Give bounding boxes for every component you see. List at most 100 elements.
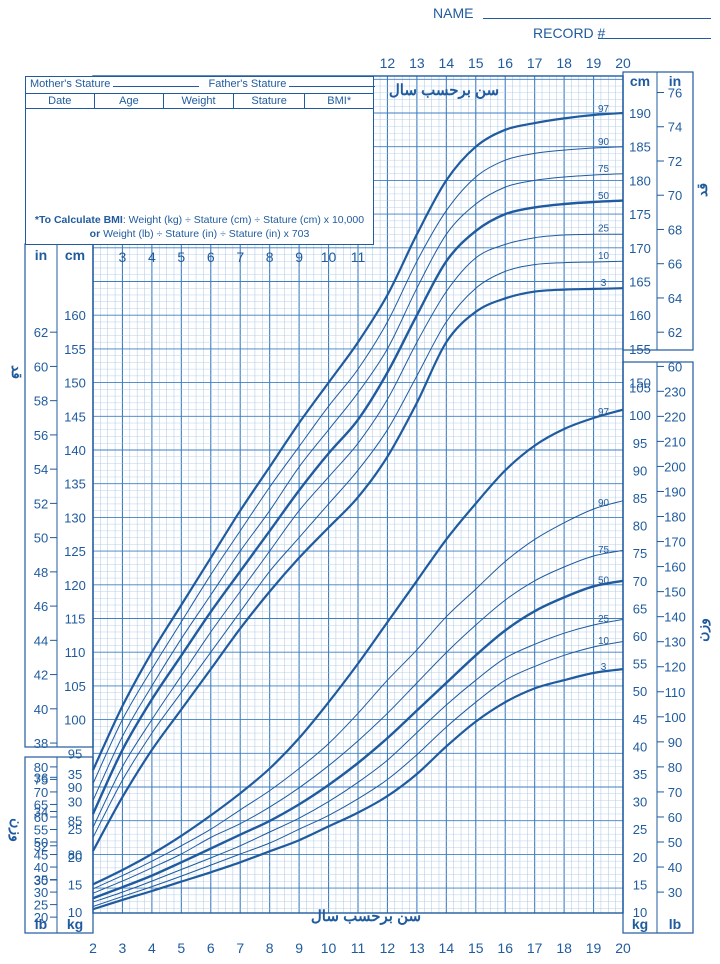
kg-tick-label-left: 10 — [68, 905, 82, 920]
x-tick-label-bottom: 4 — [148, 940, 156, 956]
stature-percentile-label: 97 — [598, 104, 610, 115]
x-tick-label-bottom: 8 — [266, 940, 274, 956]
in-tick-label-right: 64 — [668, 291, 682, 306]
cm-tick-label-left: 150 — [64, 376, 86, 391]
weight-side-label-left: وزن — [8, 818, 25, 842]
lb-tick-label-left: 70 — [34, 785, 48, 800]
cm-tick-label-right: 180 — [629, 173, 651, 188]
lb-tick-label-right: 200 — [664, 459, 686, 474]
col-weight: Weight — [164, 94, 234, 108]
stature-percentile-label: 75 — [598, 164, 610, 175]
in-tick-label-right: 68 — [668, 222, 682, 237]
lb-tick-label-left: 25 — [34, 898, 48, 913]
unit-kg-right: kg — [632, 916, 648, 932]
cm-tick-label-right: 190 — [629, 106, 651, 121]
kg-tick-label-right: 20 — [633, 850, 647, 865]
cm-tick-label-left: 135 — [64, 477, 86, 492]
weight-side-label-right: وزن — [694, 618, 711, 642]
father-stature-field[interactable] — [289, 86, 376, 87]
weight-curve-p25 — [92, 618, 624, 903]
age-title-top: سن برحسب سال — [389, 82, 499, 99]
kg-tick-label-left: 15 — [68, 877, 82, 892]
cm-tick-label-left: 100 — [64, 713, 86, 728]
kg-tick-label-right: 70 — [633, 574, 647, 589]
kg-tick-label-right: 100 — [629, 408, 651, 423]
stature-percentile-label: 3 — [601, 278, 607, 289]
kg-tick-label-right: 95 — [633, 436, 647, 451]
kg-tick-label-right: 45 — [633, 712, 647, 727]
x-tick-label-upper: 9 — [295, 249, 303, 265]
mother-stature-field[interactable] — [113, 86, 200, 87]
lb-tick-label-right: 90 — [668, 735, 682, 750]
kg-tick-label-right: 75 — [633, 546, 647, 561]
lb-tick-label-left: 75 — [34, 772, 48, 787]
father-stature-label: Father's Stature — [208, 78, 287, 90]
parents-stature-row: Mother's Stature Father's Stature — [30, 78, 376, 90]
kg-tick-label-right: 105 — [629, 381, 651, 396]
kg-tick-label-left: 30 — [68, 795, 82, 810]
lb-tick-label-left: 50 — [34, 835, 48, 850]
kg-tick-label-right: 55 — [633, 657, 647, 672]
in-tick-label-left: 60 — [34, 359, 48, 374]
x-tick-label-bottom: 12 — [380, 940, 396, 956]
weight-percentile-label: 3 — [601, 662, 607, 673]
cm-tick-label-left: 155 — [64, 342, 86, 357]
x-tick-label-upper: 11 — [351, 249, 366, 265]
stature-curve-p25 — [92, 233, 624, 828]
name-field[interactable] — [483, 18, 711, 19]
x-tick-label-top: 17 — [527, 55, 543, 71]
lb-tick-label-right: 170 — [664, 535, 686, 550]
x-tick-label-bottom: 14 — [439, 940, 455, 956]
x-tick-label-upper: 8 — [266, 249, 274, 265]
lb-tick-label-left: 55 — [34, 822, 48, 837]
lb-tick-label-left: 30 — [34, 885, 48, 900]
x-tick-label-bottom: 18 — [556, 940, 572, 956]
weight-percentile-label: 97 — [598, 407, 610, 418]
unit-cm-right: cm — [630, 73, 650, 89]
in-tick-label-right: 66 — [668, 257, 682, 272]
lb-tick-label-right: 80 — [668, 760, 682, 775]
cm-tick-label-right: 165 — [629, 275, 651, 290]
weight-percentile-label: 75 — [598, 545, 610, 556]
cm-tick-label-left: 115 — [65, 612, 86, 627]
lb-tick-label-right: 50 — [668, 835, 682, 850]
x-tick-label-upper: 5 — [177, 249, 185, 265]
cm-tick-label-right: 155 — [629, 342, 651, 357]
lb-tick-label-left: 20 — [34, 910, 48, 925]
in-tick-label-left: 46 — [34, 599, 48, 614]
lb-tick-label-left: 65 — [34, 797, 48, 812]
x-tick-label-top: 15 — [468, 55, 484, 71]
cm-tick-label-left: 125 — [64, 544, 86, 559]
col-date: Date — [26, 94, 95, 108]
x-tick-label-upper: 3 — [119, 249, 127, 265]
mother-stature-label: Mother's Stature — [30, 78, 111, 90]
lb-tick-label-right: 130 — [664, 635, 686, 650]
weight-percentile-label: 50 — [598, 575, 610, 586]
x-tick-label-bottom: 19 — [586, 940, 602, 956]
record-table: Mother's Stature Father's Stature Date A… — [25, 76, 376, 245]
col-stature: Stature — [234, 94, 306, 108]
in-tick-label-left: 38 — [34, 736, 48, 751]
in-tick-label-left: 44 — [34, 633, 48, 648]
lb-tick-label-right: 220 — [664, 409, 686, 424]
cm-tick-label-right: 170 — [629, 241, 651, 256]
kg-tick-label-left: 20 — [68, 850, 82, 865]
record-table-header: Date Age Weight Stature BMI* — [26, 93, 373, 109]
lb-tick-label-right: 110 — [665, 685, 686, 700]
cm-tick-label-right: 160 — [629, 308, 651, 323]
cm-tick-label-left: 160 — [64, 308, 86, 323]
in-tick-label-right: 72 — [668, 154, 682, 169]
in-tick-label-left: 62 — [34, 325, 48, 340]
in-tick-label-left: 36 — [34, 770, 48, 785]
x-tick-label-top: 18 — [556, 55, 572, 71]
stature-percentile-label: 90 — [598, 137, 610, 148]
x-tick-label-top: 19 — [586, 55, 602, 71]
kg-tick-label-right: 90 — [633, 463, 647, 478]
in-tick-label-right: 76 — [668, 86, 682, 101]
lb-tick-label-left: 40 — [34, 860, 48, 875]
x-tick-label-top: 13 — [409, 55, 425, 71]
record-field[interactable] — [598, 38, 711, 39]
stature-curve-p50 — [91, 199, 624, 815]
in-tick-label-right: 74 — [668, 120, 682, 135]
cm-tick-label-left: 140 — [64, 443, 86, 458]
